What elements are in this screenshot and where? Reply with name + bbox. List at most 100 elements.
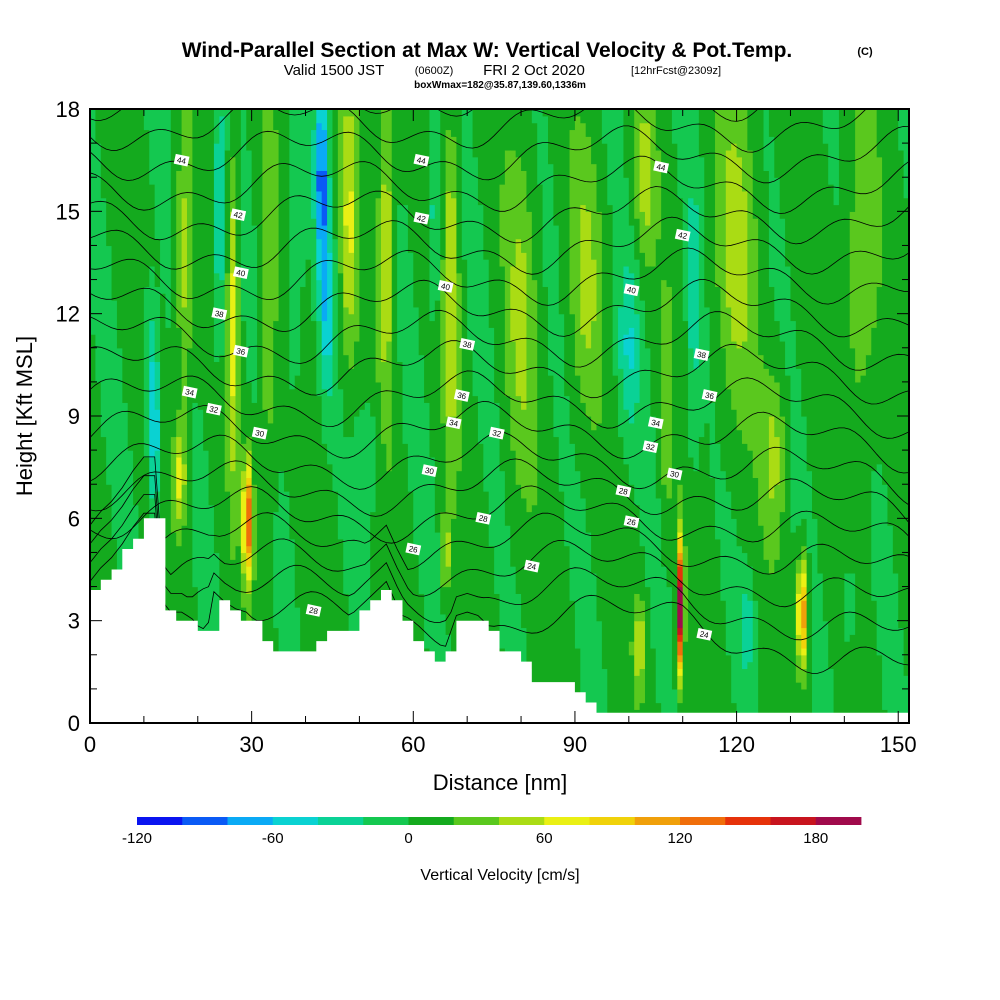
velocity-cell — [822, 109, 829, 144]
velocity-cell — [477, 109, 484, 206]
contour-label-text: 40 — [626, 285, 637, 296]
velocity-cell — [316, 395, 323, 723]
velocity-cell — [504, 525, 511, 697]
velocity-cell — [574, 115, 581, 376]
contour-label-box — [437, 280, 454, 293]
velocity-cell — [375, 381, 382, 663]
velocity-cell — [709, 109, 716, 403]
contour-label: 36 — [233, 344, 249, 358]
velocity-cell — [574, 109, 581, 117]
velocity-cell — [494, 402, 501, 594]
chart-title-text: Wind-Parallel Section at Max W: Vertical… — [182, 39, 793, 62]
velocity-cell — [364, 402, 371, 723]
velocity-cell — [580, 204, 587, 335]
contour-label: 28 — [475, 511, 492, 525]
velocity-cell — [354, 109, 361, 342]
contour-label: 38 — [211, 307, 228, 321]
velocity-cell — [160, 293, 167, 723]
velocity-cell — [418, 109, 425, 356]
velocity-cell — [176, 456, 183, 499]
velocity-cell — [876, 286, 883, 465]
velocity-cell — [143, 286, 150, 458]
velocity-cell — [154, 286, 161, 363]
contour-label-text: 40 — [440, 282, 451, 293]
velocity-cell — [650, 109, 657, 267]
contour-label-box — [413, 153, 430, 167]
velocity-cell — [731, 409, 738, 519]
chart-title-mark: (C) — [857, 46, 873, 58]
velocity-cell — [715, 443, 722, 540]
velocity-cell — [882, 109, 889, 485]
velocity-cell — [682, 641, 689, 723]
velocity-cell — [407, 252, 414, 492]
velocity-cell — [240, 443, 247, 472]
velocity-cell — [197, 409, 204, 642]
velocity-cell — [774, 436, 781, 485]
velocity-cell — [763, 170, 770, 369]
velocity-cell — [337, 388, 344, 540]
velocity-cell — [639, 668, 646, 704]
contour-label-text: 36 — [456, 391, 467, 402]
velocity-cell — [628, 224, 635, 274]
contour-labels: 44 42 40 38 36 34 32 30 44 42 40 38 36 34 32 30 28 26 24 28… — [173, 153, 718, 641]
velocity-cell — [801, 668, 808, 690]
velocity-cell — [704, 422, 711, 723]
velocity-cell — [634, 620, 641, 676]
velocity-cell — [424, 109, 431, 403]
velocity-cell — [569, 129, 576, 315]
velocity-cell — [607, 109, 614, 206]
velocity-cell — [176, 109, 183, 171]
velocity-cell — [709, 477, 716, 723]
theta-contour-26 — [90, 475, 909, 608]
velocity-cell — [666, 109, 673, 287]
velocity-cell — [779, 109, 786, 219]
velocity-cell — [310, 218, 317, 322]
velocity-cell — [456, 272, 463, 472]
contour-label: 42 — [674, 228, 691, 242]
velocity-cell — [644, 122, 651, 226]
velocity-cell — [898, 627, 905, 723]
velocity-cell — [197, 109, 204, 410]
velocity-cell — [892, 109, 899, 574]
velocity-cell — [623, 354, 630, 410]
velocity-cell — [849, 572, 856, 635]
contour-label-box — [459, 338, 476, 351]
velocity-cell — [547, 109, 554, 165]
velocity-cell — [801, 109, 808, 417]
velocity-cell — [768, 136, 775, 287]
velocity-cell — [758, 354, 765, 526]
velocity-cell — [833, 109, 840, 206]
velocity-cell — [741, 552, 748, 594]
velocity-cell — [768, 416, 775, 499]
colorbar-swatch — [453, 817, 500, 825]
x-tick-label: 0 — [84, 732, 96, 757]
contour-label: 28 — [305, 604, 322, 617]
velocity-cell — [176, 327, 183, 410]
velocity-cell — [801, 572, 808, 588]
velocity-cell — [585, 347, 592, 417]
contour-label-text: 30 — [254, 428, 265, 439]
velocity-cell — [774, 559, 781, 723]
velocity-cell — [176, 170, 183, 328]
velocity-cell — [628, 272, 635, 328]
velocity-cell — [510, 340, 517, 451]
velocity-cell — [704, 109, 711, 308]
velocity-cell — [547, 375, 554, 723]
velocity-cell — [230, 395, 237, 472]
velocity-cell — [736, 109, 743, 158]
colorbar-swatch — [137, 817, 183, 825]
velocity-cell — [440, 511, 447, 588]
velocity-cell — [246, 579, 253, 594]
theta-contour-36 — [90, 247, 909, 306]
contour-label: 30 — [666, 467, 683, 481]
velocity-cell — [348, 109, 355, 117]
velocity-cell — [289, 109, 296, 390]
velocity-cell — [628, 368, 635, 424]
velocity-cell — [240, 491, 247, 554]
velocity-cell — [618, 436, 625, 723]
velocity-cell — [230, 272, 237, 397]
velocity-cell — [801, 586, 808, 601]
velocity-cell — [364, 109, 371, 403]
velocity-cell — [822, 620, 829, 723]
